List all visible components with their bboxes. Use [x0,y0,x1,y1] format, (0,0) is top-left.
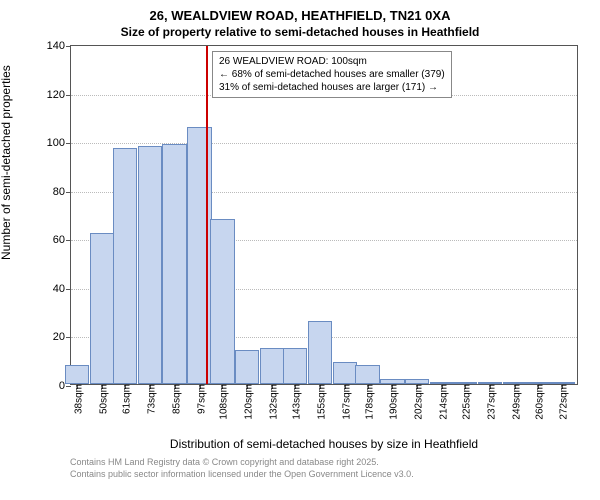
marker-line [206,46,208,384]
histogram-bar [235,350,259,384]
xtick-label: 178sqm [360,384,375,420]
xtick-label: 38sqm [70,384,85,414]
annotation-line: ← 68% of semi-detached houses are smalle… [219,68,445,81]
ytick-mark [66,192,71,193]
xtick-label: 143sqm [287,384,302,420]
xtick-label: 237sqm [482,384,497,420]
x-axis-label: Distribution of semi-detached houses by … [70,437,578,451]
xtick-label: 214sqm [435,384,450,420]
annotation-box: 26 WEALDVIEW ROAD: 100sqm← 68% of semi-d… [212,51,452,98]
histogram-bar [308,321,332,384]
xtick-label: 155sqm [312,384,327,420]
xtick-label: 132sqm [265,384,280,420]
attribution: Contains HM Land Registry data © Crown c… [70,457,586,480]
xtick-label: 202sqm [410,384,425,420]
ytick-mark [66,95,71,96]
xtick-label: 260sqm [530,384,545,420]
plot-area: 02040608010012014038sqm50sqm61sqm73sqm85… [70,45,578,385]
ytick-mark [66,289,71,290]
ytick-mark [66,46,71,47]
annotation-line: 31% of semi-detached houses are larger (… [219,81,445,94]
histogram-bar [138,146,162,384]
xtick-label: 272sqm [555,384,570,420]
attribution-line-1: Contains HM Land Registry data © Crown c… [70,457,586,469]
xtick-label: 225sqm [457,384,472,420]
ytick-mark [66,240,71,241]
attribution-line-2: Contains public sector information licen… [70,469,586,481]
xtick-label: 108sqm [215,384,230,420]
xtick-label: 249sqm [507,384,522,420]
xtick-label: 97sqm [192,384,207,414]
xtick-label: 73sqm [142,384,157,414]
histogram-bar [90,233,114,384]
chart-title-line2: Size of property relative to semi-detach… [14,25,586,39]
ytick-mark [66,337,71,338]
ytick-mark [66,143,71,144]
y-axis-label: Number of semi-detached properties [0,65,13,260]
xtick-label: 61sqm [117,384,132,414]
histogram-bar [210,219,234,384]
histogram-bar [113,148,137,384]
chart-container: 26, WEALDVIEW ROAD, HEATHFIELD, TN21 0XA… [0,0,600,500]
histogram-bar [260,348,284,384]
xtick-label: 120sqm [240,384,255,420]
xtick-label: 50sqm [95,384,110,414]
histogram-bar [162,144,186,384]
gridline [71,143,577,144]
histogram-bar [187,127,211,384]
plot-inner: 02040608010012014038sqm50sqm61sqm73sqm85… [70,45,578,385]
chart-title-line1: 26, WEALDVIEW ROAD, HEATHFIELD, TN21 0XA [14,8,586,23]
histogram-bar [65,365,89,384]
histogram-bar [355,365,379,384]
xtick-label: 190sqm [385,384,400,420]
xtick-label: 85sqm [167,384,182,414]
xtick-label: 167sqm [337,384,352,420]
histogram-bar [333,362,357,384]
histogram-bar [283,348,307,384]
annotation-line: 26 WEALDVIEW ROAD: 100sqm [219,55,445,68]
